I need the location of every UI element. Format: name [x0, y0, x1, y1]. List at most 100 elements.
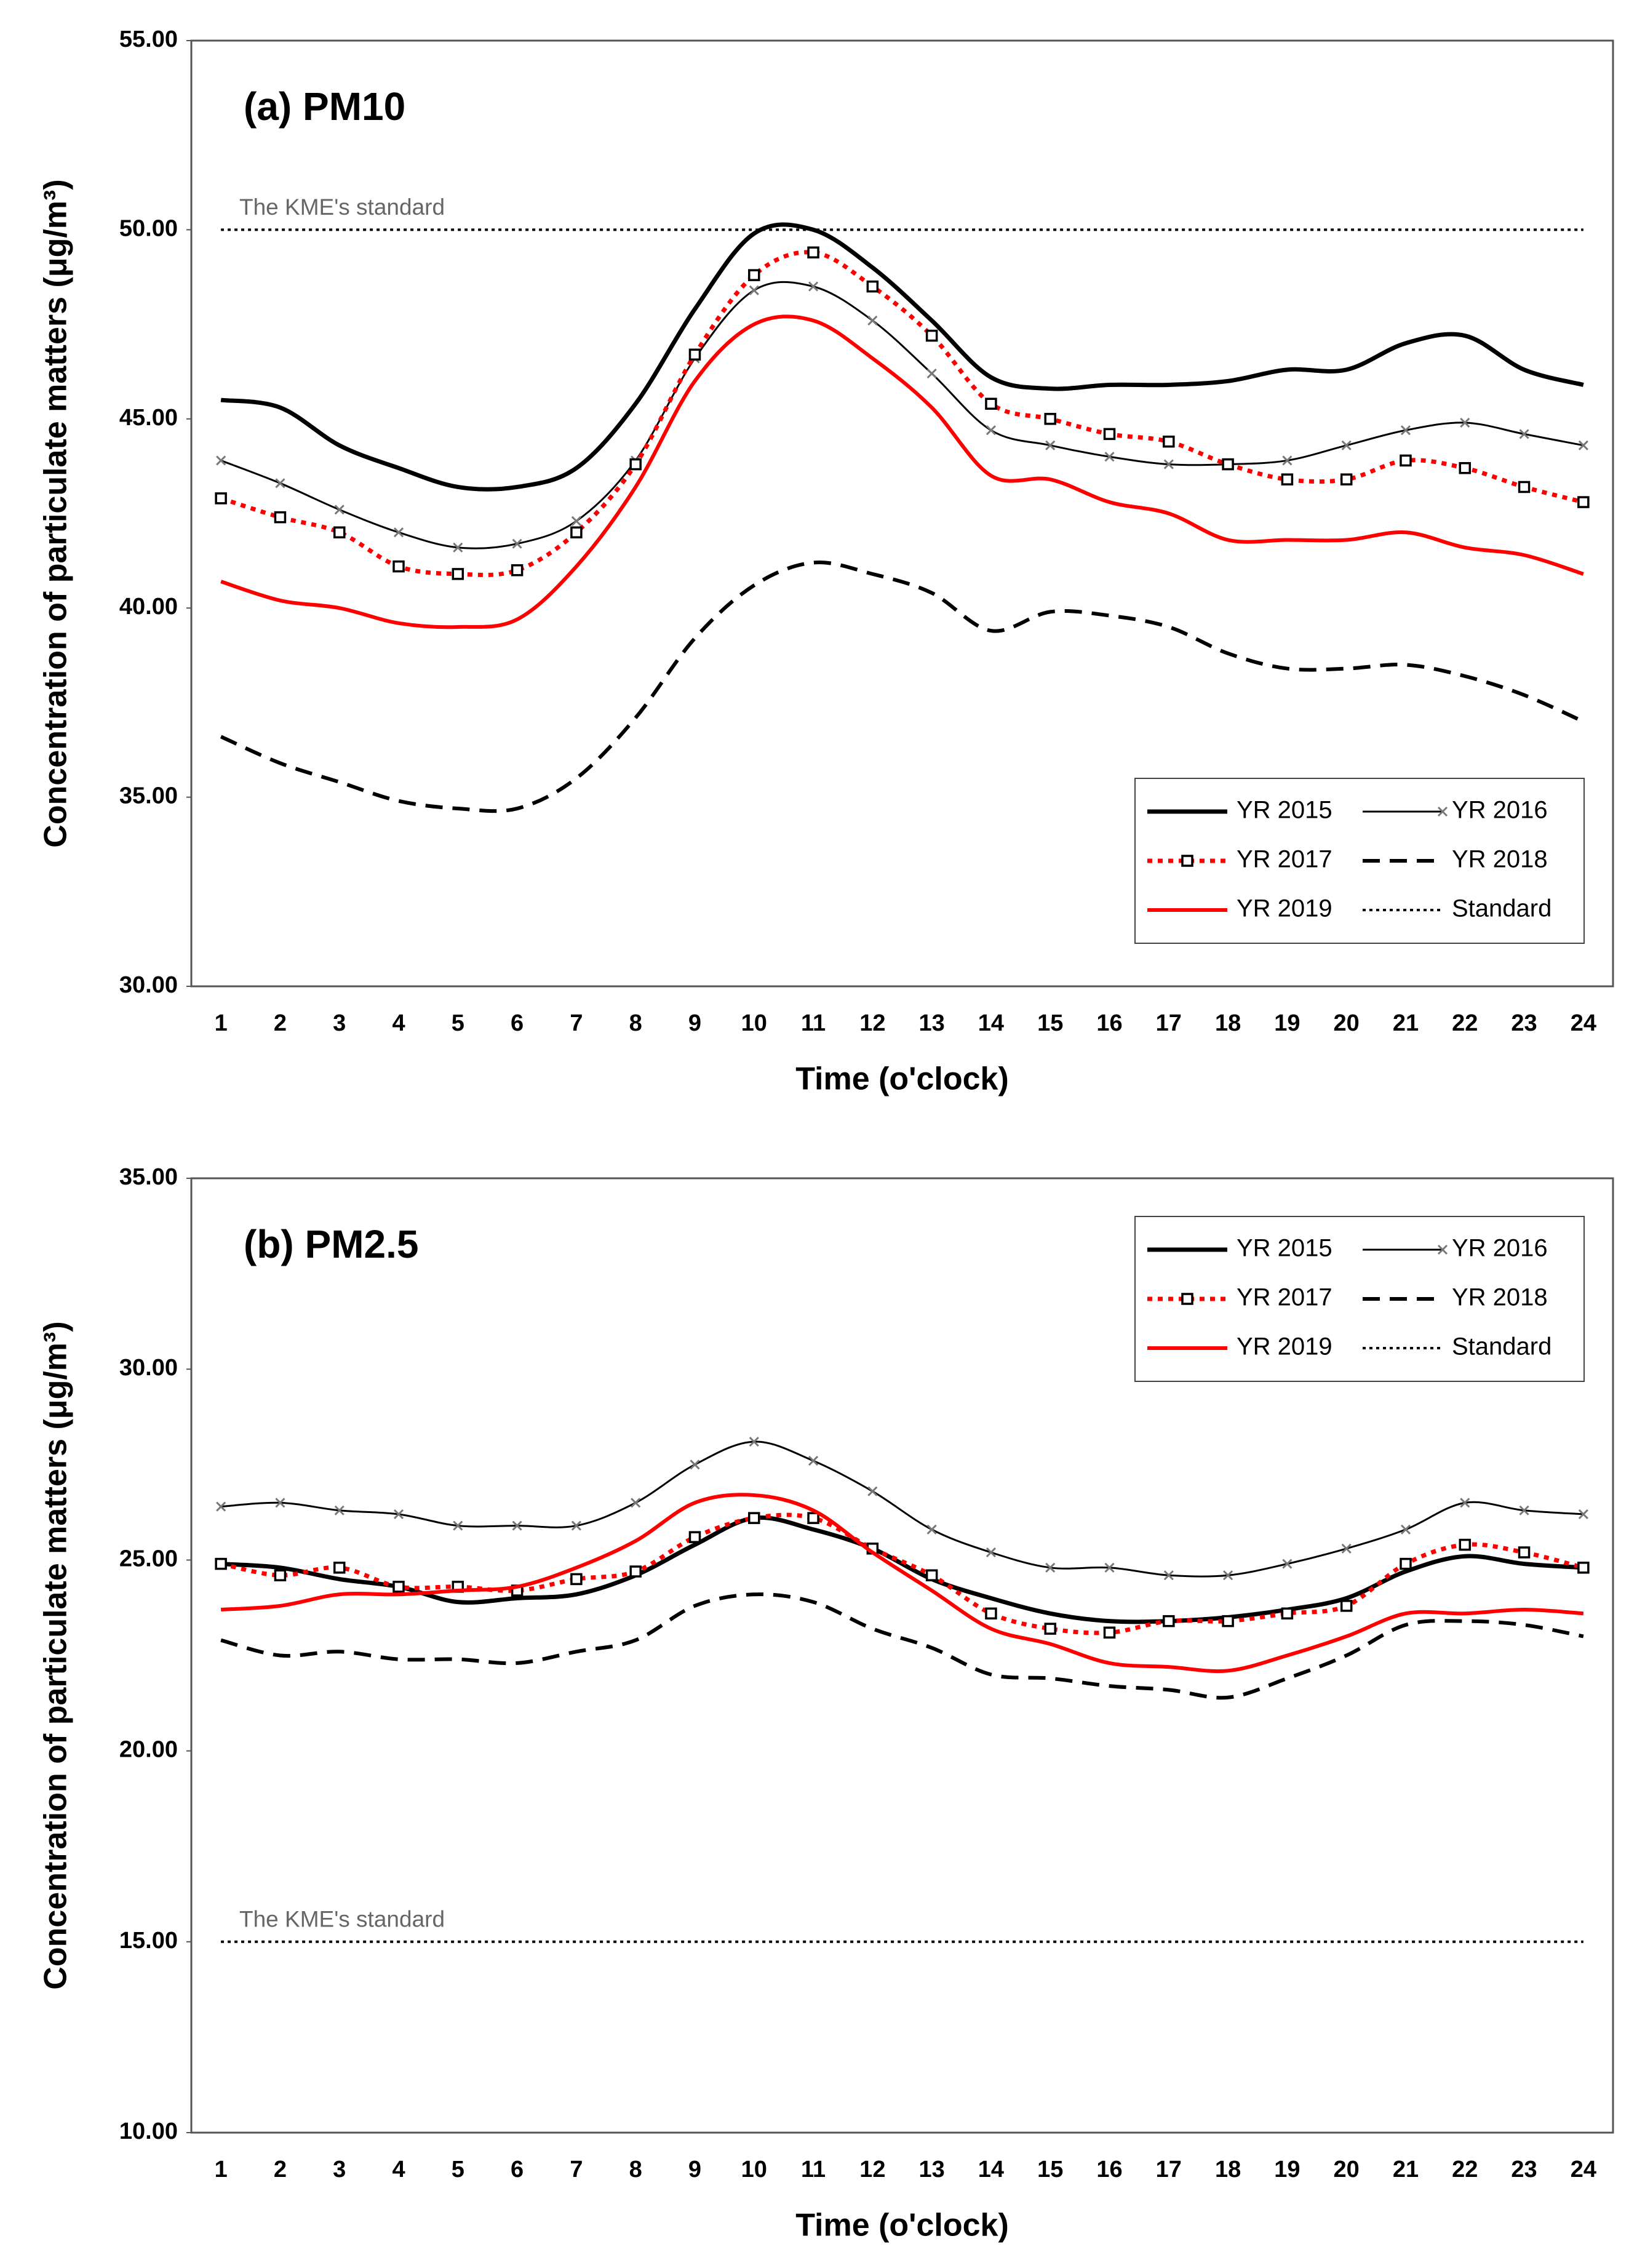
x-tick-label: 14: [978, 2157, 1004, 2182]
x-tick-label: 21: [1393, 1010, 1419, 1036]
legend-label: YR 2019: [1237, 895, 1332, 922]
x-tick-label: 3: [333, 1010, 346, 1036]
x-tick-label: 18: [1215, 1010, 1241, 1036]
marker: [1341, 440, 1352, 450]
marker: [1518, 1546, 1531, 1559]
chart-title: (a) PM10: [244, 84, 405, 129]
legend-label: YR 2017: [1237, 1284, 1332, 1311]
x-tick-label: 14: [978, 1010, 1004, 1036]
series-line: [220, 1493, 1584, 1674]
marker: [453, 542, 463, 553]
marker: [392, 560, 405, 573]
x-tick-label: 22: [1452, 2157, 1478, 2182]
x-tick-label: 19: [1274, 1010, 1300, 1036]
y-tick-label: 45.00: [119, 405, 178, 431]
y-tick-label: 25.00: [119, 1546, 178, 1571]
legend-label: YR 2016: [1452, 797, 1548, 824]
marker: [1044, 1623, 1056, 1635]
marker: [334, 505, 345, 515]
x-tick-label: 7: [570, 2157, 583, 2182]
x-tick-label: 13: [919, 1010, 945, 1036]
marker: [985, 397, 997, 410]
marker: [393, 1509, 404, 1520]
x-tick-label: 3: [333, 2157, 346, 2182]
series-line: [220, 250, 1584, 577]
legend-label: YR 2018: [1452, 1284, 1548, 1311]
marker: [1400, 425, 1411, 436]
x-axis-label: Time (o'clock): [795, 1061, 1009, 1097]
annotation: The KME's standard: [239, 1907, 445, 1932]
marker: [333, 1562, 346, 1574]
x-tick-label: 1: [215, 1010, 228, 1036]
x-tick-label: 24: [1571, 2157, 1596, 2182]
x-tick-label: 6: [511, 1010, 524, 1036]
marker: [275, 478, 285, 489]
x-tick-label: 13: [919, 2157, 945, 2182]
marker: [690, 1459, 700, 1470]
y-axis-label: Concentration of particulate matters (μg…: [38, 179, 74, 847]
marker: [1103, 428, 1116, 441]
legend-marker: [1181, 1293, 1193, 1305]
marker: [629, 1565, 642, 1578]
marker: [1104, 1562, 1115, 1573]
x-tick-label: 20: [1334, 1010, 1360, 1036]
chart-title: (b) PM2.5: [244, 1222, 418, 1266]
marker: [1163, 435, 1175, 448]
y-tick-label: 30.00: [119, 972, 178, 998]
marker: [1519, 1505, 1529, 1515]
x-tick-label: 17: [1156, 1010, 1182, 1036]
marker: [512, 538, 522, 549]
x-tick-label: 8: [629, 1010, 642, 1036]
x-tick-label: 23: [1511, 2157, 1537, 2182]
legend-marker: [1437, 1244, 1448, 1255]
x-tick-label: 1: [215, 2157, 228, 2182]
marker: [571, 516, 581, 526]
marker: [392, 1581, 405, 1593]
marker: [1045, 440, 1056, 450]
marker: [1223, 1570, 1233, 1581]
x-tick-label: 10: [741, 1010, 767, 1036]
marker: [393, 527, 404, 538]
plot-area: [190, 1177, 1614, 2134]
marker: [334, 1505, 345, 1515]
marker: [571, 1520, 581, 1531]
marker: [1045, 1562, 1056, 1573]
x-tick-label: 9: [688, 2157, 701, 2182]
marker: [274, 511, 287, 524]
x-tick-label: 12: [859, 2157, 885, 2182]
legend-box: [1134, 778, 1585, 944]
marker: [807, 246, 819, 259]
x-tick-label: 9: [688, 1010, 701, 1036]
marker: [452, 568, 464, 580]
x-tick-label: 15: [1037, 2157, 1063, 2182]
marker: [1518, 481, 1531, 493]
marker: [1577, 496, 1590, 508]
marker: [1222, 458, 1234, 471]
marker: [1578, 1509, 1588, 1520]
legend-marker: [1437, 806, 1448, 817]
y-tick-label: 55.00: [119, 26, 178, 52]
marker: [1577, 1562, 1590, 1574]
x-tick-label: 19: [1274, 2157, 1300, 2182]
x-axis-label: Time (o'clock): [795, 2208, 1009, 2243]
legend-marker: [1181, 855, 1193, 867]
series-line: [220, 281, 1584, 549]
x-tick-label: 24: [1571, 1010, 1596, 1036]
marker: [866, 280, 879, 293]
x-tick-label: 16: [1096, 1010, 1122, 1036]
marker: [570, 526, 583, 538]
marker: [1400, 1524, 1411, 1535]
legend-label: Standard: [1452, 1333, 1551, 1360]
marker: [1519, 429, 1529, 439]
legend-label: YR 2015: [1237, 797, 1332, 824]
marker: [867, 1486, 878, 1496]
x-tick-label: 18: [1215, 2157, 1241, 2182]
series-line: [220, 1512, 1584, 1635]
x-tick-label: 20: [1334, 2157, 1360, 2182]
marker: [275, 1498, 285, 1508]
x-tick-label: 17: [1156, 2157, 1182, 2182]
y-tick-label: 50.00: [119, 215, 178, 241]
